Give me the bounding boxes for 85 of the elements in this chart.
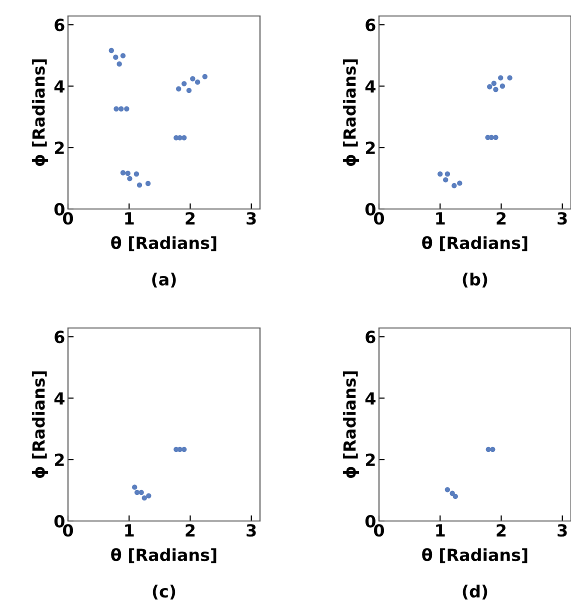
x-axis-title: θ [Radians]: [422, 548, 528, 564]
point: [493, 134, 498, 140]
point: [142, 495, 147, 501]
y-tick-label: 4: [365, 80, 376, 92]
point: [127, 176, 132, 182]
text: (d): [462, 584, 488, 600]
point: [134, 490, 140, 496]
point: [108, 48, 114, 54]
point: [452, 494, 458, 500]
point: [500, 84, 506, 89]
point: [491, 80, 496, 86]
y-tick-label: 0: [365, 202, 376, 216]
point: [498, 75, 504, 80]
point: [145, 180, 151, 186]
text: (a): [152, 272, 176, 288]
point: [138, 490, 144, 496]
point: [182, 135, 187, 140]
point: [438, 171, 443, 177]
y-tick-label: 0: [54, 514, 64, 528]
y-tick-label: 6: [54, 330, 64, 344]
point: [132, 484, 138, 490]
y-tick-label: 0: [365, 514, 376, 528]
x-axis-title: θ [Radians]: [422, 236, 528, 252]
y-axis-title: ϕ [Radians]: [342, 59, 360, 166]
point: [116, 61, 122, 67]
point: [120, 53, 126, 58]
point: [120, 170, 126, 176]
point: [134, 171, 140, 177]
x-tick-label: 0: [63, 524, 73, 537]
y-axis-title: ϕ [Radians]: [32, 371, 48, 478]
x-axis-title: θ [Radians]: [111, 548, 216, 564]
point: [186, 88, 192, 94]
text: (b): [462, 272, 488, 288]
point: [493, 86, 498, 92]
x-tick-label: 1: [436, 524, 445, 536]
point: [443, 177, 448, 182]
x-tick-label: 2: [186, 524, 195, 536]
x-tick-label: 2: [496, 524, 506, 536]
text: (c): [152, 584, 176, 600]
point: [125, 170, 130, 176]
y-tick-label: 2: [54, 454, 64, 466]
x-tick-label: 3: [246, 212, 256, 225]
x-tick-label: 3: [558, 212, 567, 225]
point: [457, 180, 462, 186]
point: [444, 171, 450, 177]
point: [507, 75, 512, 80]
point: [136, 182, 142, 188]
x-tick-label: 3: [558, 524, 567, 537]
point: [202, 74, 208, 80]
y-tick-label: 6: [366, 330, 376, 344]
x-tick-label: 3: [246, 524, 256, 537]
y-axis-title: ϕ [Radians]: [342, 371, 360, 478]
y-axis-title: ϕ [Radians]: [32, 59, 48, 166]
point: [114, 106, 119, 112]
y-tick-label: 6: [366, 18, 376, 32]
point: [487, 84, 492, 90]
y-tick-label: 2: [366, 454, 375, 466]
y-tick-label: 2: [366, 142, 375, 154]
x-tick-label: 2: [186, 212, 195, 224]
point: [118, 106, 124, 112]
y-tick-label: 4: [54, 80, 64, 92]
point: [113, 54, 118, 60]
y-tick-label: 6: [54, 18, 64, 32]
x-tick-label: 1: [436, 212, 445, 224]
y-tick-label: 4: [54, 392, 64, 404]
x-tick-label: 2: [496, 212, 506, 224]
x-tick-label: 0: [63, 212, 73, 225]
y-tick-label: 0: [54, 202, 64, 216]
point: [176, 86, 182, 92]
x-tick-label: 1: [125, 212, 134, 224]
x-tick-label: 0: [374, 524, 384, 537]
x-tick-label: 0: [374, 212, 384, 225]
point: [490, 446, 496, 452]
y-tick-label: 2: [54, 142, 64, 154]
point: [194, 80, 200, 85]
point: [444, 487, 450, 492]
x-axis-title: θ [Radians]: [111, 236, 216, 252]
point: [182, 81, 187, 86]
point: [182, 446, 187, 452]
point: [146, 493, 152, 498]
y-tick-label: 4: [365, 392, 376, 404]
point: [190, 76, 196, 82]
point: [452, 183, 457, 188]
point: [124, 106, 130, 112]
x-tick-label: 1: [125, 524, 134, 536]
